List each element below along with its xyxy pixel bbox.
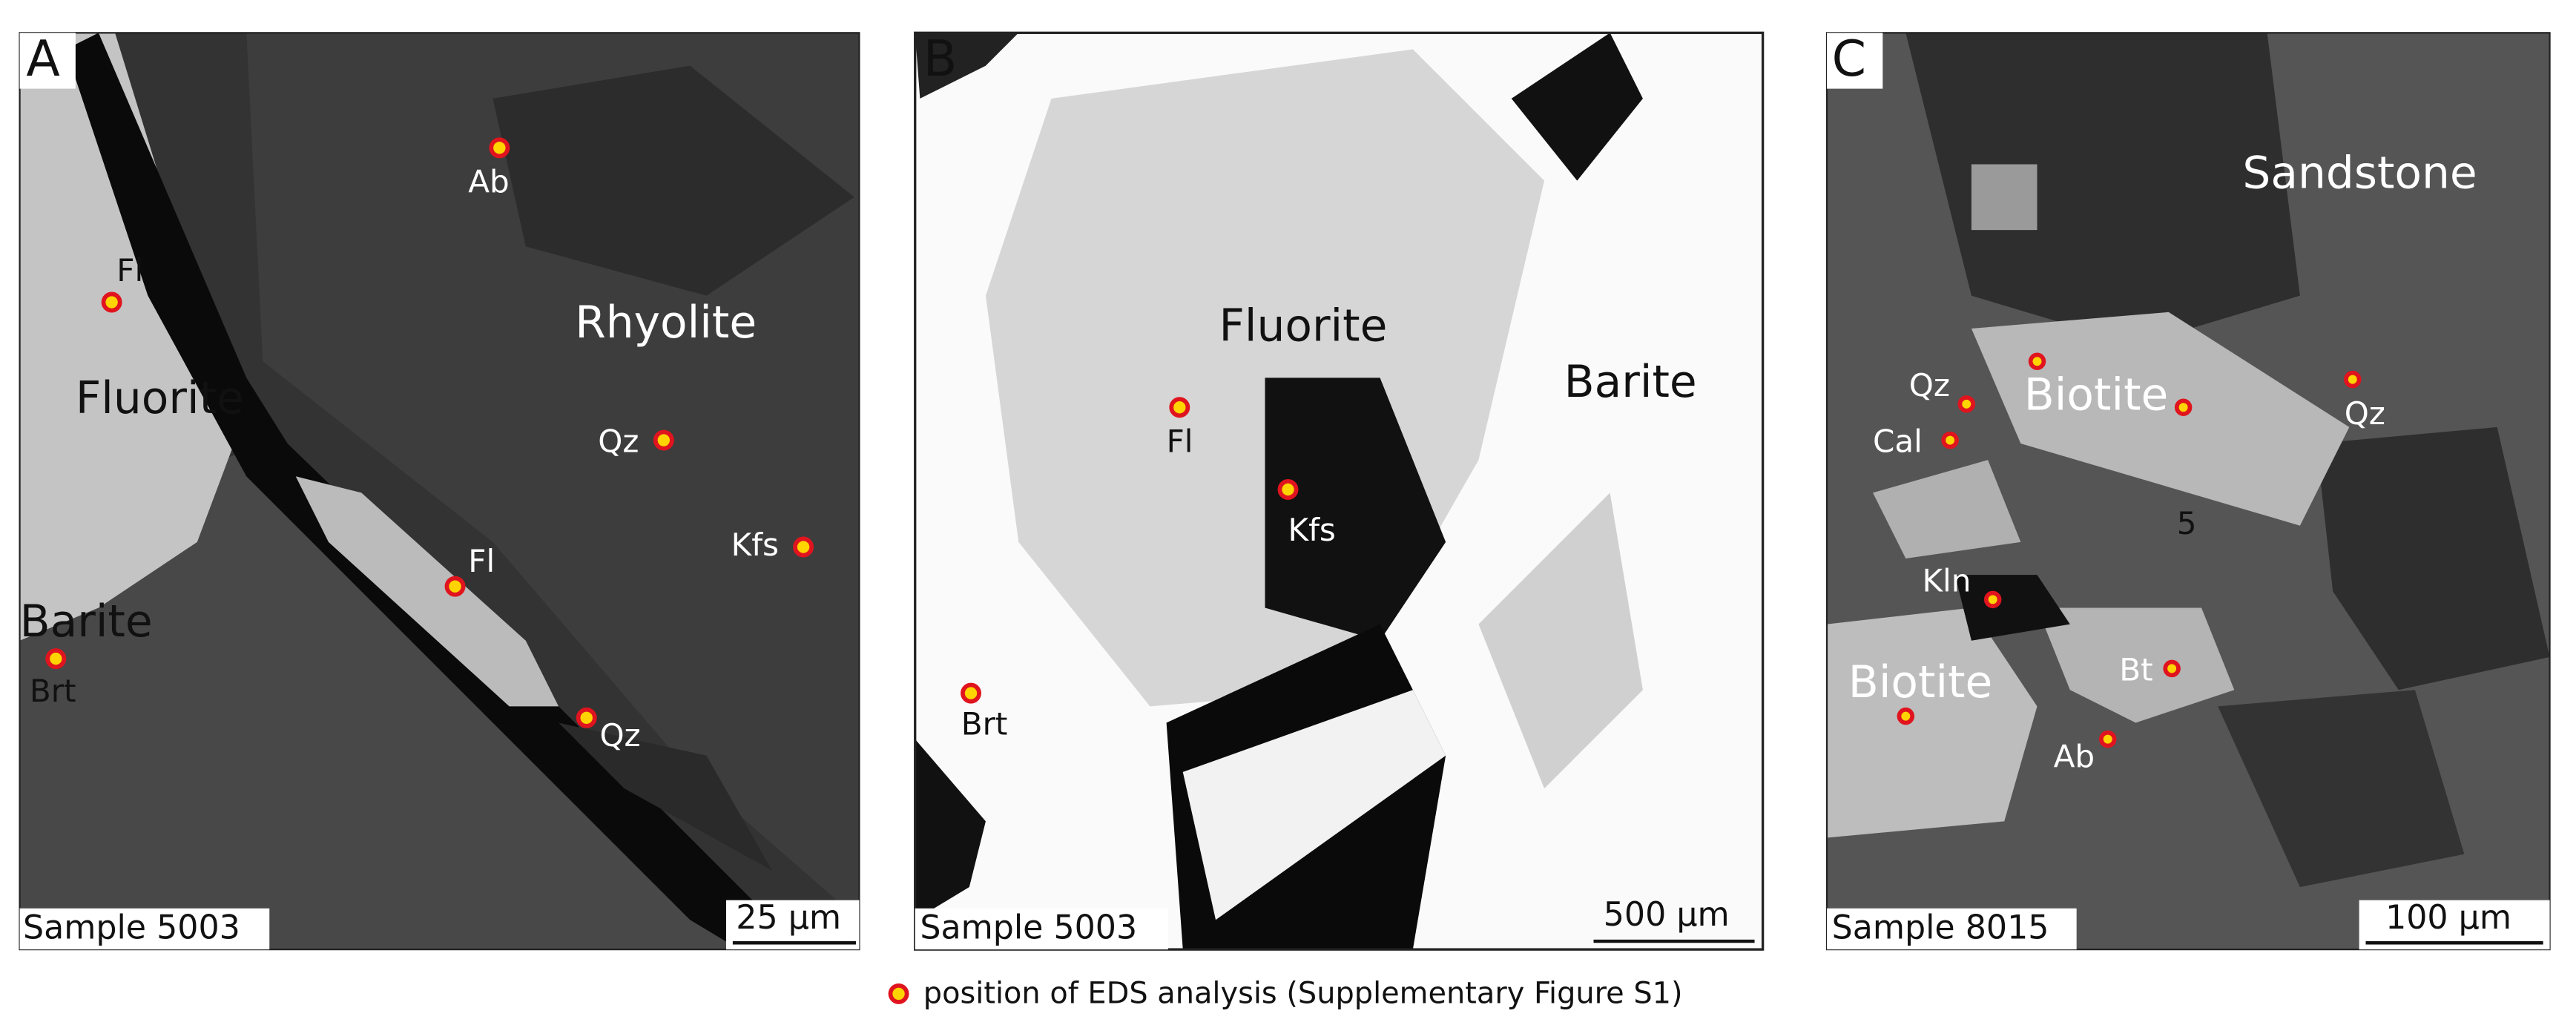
eds-point: [653, 429, 674, 451]
eds-point: [793, 536, 814, 558]
legend-text: position of EDS analysis (Supplementary …: [923, 977, 1683, 1011]
eds-point: [2099, 730, 2117, 748]
rock-label: Biotite: [2024, 369, 2169, 421]
mineral-label: Brt: [30, 673, 76, 709]
mineral-label: Qz: [598, 423, 639, 459]
eds-point: [1897, 707, 1915, 725]
scale-label: 25 µm: [736, 899, 841, 937]
mineral-label: Brt: [961, 705, 1008, 742]
mineral-label: Kfs: [1288, 512, 1336, 548]
eds-point: [1277, 479, 1299, 500]
sample-box: [915, 908, 1168, 950]
rock-label: Fluorite: [76, 372, 244, 424]
rock-label: Barite: [20, 596, 153, 647]
panel-letter: A: [26, 30, 59, 88]
mineral-label: Qz: [2345, 395, 2385, 432]
eds-point: [1169, 397, 1190, 418]
mineral-label: Ab: [2054, 739, 2095, 775]
scale-label: 100 µm: [2385, 899, 2511, 937]
eds-point: [961, 682, 981, 704]
mineral-label: Bt: [2119, 651, 2152, 688]
eds-point: [576, 707, 597, 728]
eds-point: [2344, 370, 2362, 389]
rock-label: Rhyolite: [575, 297, 757, 349]
panel-b-frame: [914, 31, 1765, 951]
mineral-label: Ab: [468, 164, 510, 200]
panel-b-image: [915, 33, 1763, 950]
panel-letter: C: [1832, 30, 1866, 88]
sample-label: Sample 5003: [920, 909, 1137, 947]
eds-point: [2028, 352, 2046, 370]
mineral-label: Qz: [599, 717, 640, 754]
eds-point: [1957, 395, 1976, 413]
panel-letter: B: [923, 30, 958, 88]
rock-label: Barite: [1564, 356, 1697, 408]
panel-c-image: [1826, 33, 2550, 950]
mineral-label: Kln: [1922, 563, 1971, 599]
eds-point: [1941, 431, 1959, 449]
eds-point: [2174, 398, 2193, 416]
sample-box: [1826, 908, 2077, 950]
panel-a-image: [19, 33, 860, 950]
panel-a-frame: [19, 32, 860, 951]
mineral-label: Fl: [116, 252, 143, 289]
mineral-label: Cal: [1873, 423, 1923, 459]
mineral-label: Qz: [1909, 367, 1950, 403]
scale-label: 500 µm: [1604, 896, 1730, 934]
eds-point: [489, 137, 510, 159]
eds-point: [101, 291, 122, 313]
mineral-label: Kfs: [731, 527, 779, 563]
panel-c-frame: [1825, 32, 2551, 951]
mineral-label: 5: [2177, 505, 2197, 541]
sample-label: Sample 8015: [1832, 909, 2049, 947]
eds-point: [1983, 590, 2002, 609]
eds-point: [2163, 659, 2181, 678]
mineral-label: Fl: [1167, 423, 1193, 459]
eds-point: [444, 576, 466, 597]
panel-letter-box: [19, 33, 76, 89]
eds-point: [45, 648, 67, 670]
sample-label: Sample 5003: [23, 909, 240, 947]
rock-label: Fluorite: [1219, 300, 1387, 352]
rock-label: Biotite: [1848, 656, 1993, 708]
panel-letter-box: [1826, 33, 1883, 89]
legend-marker: [888, 983, 909, 1004]
sample-box: [19, 908, 270, 950]
rock-label: Sandstone: [2242, 148, 2477, 200]
mineral-label: Fl: [468, 543, 495, 579]
